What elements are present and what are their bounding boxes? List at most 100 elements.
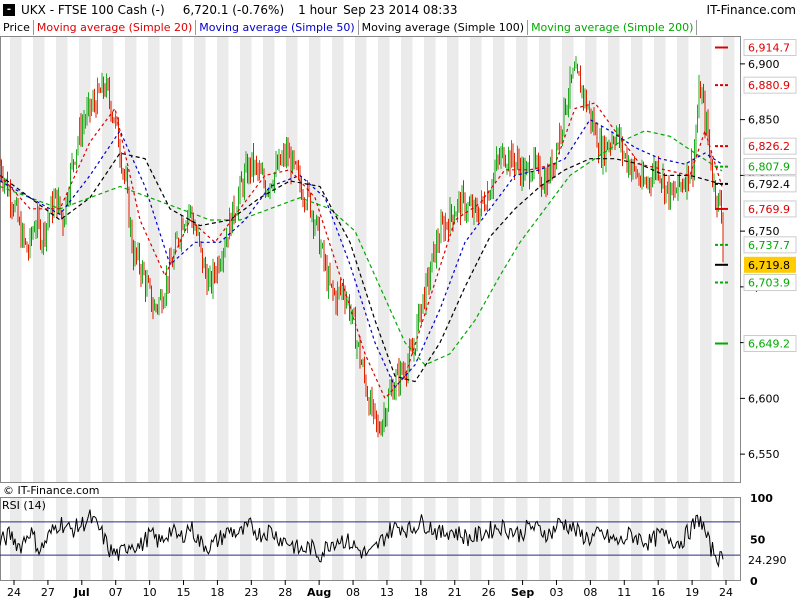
- rsi-session-band: [493, 497, 505, 580]
- session-band: [125, 36, 137, 482]
- y-tick-label: 6,850: [748, 114, 780, 127]
- marker-box: [743, 175, 797, 193]
- session-band: [148, 36, 160, 482]
- rsi-panel-frame: [0, 497, 741, 581]
- rsi-line: [0, 509, 724, 568]
- session-band: [286, 36, 298, 482]
- sma100-line: [0, 152, 723, 383]
- timestamp: Sep 23 2014 08:33: [343, 3, 458, 17]
- marker-box: [743, 274, 797, 292]
- rsi-session-band: [378, 497, 390, 580]
- marker-box: [743, 76, 797, 94]
- x-tick-label: 16: [651, 586, 665, 599]
- x-tick-label: 07: [109, 586, 123, 599]
- x-tick-label: 21: [448, 586, 462, 599]
- session-band: [516, 36, 528, 482]
- x-tick-label: 19: [685, 586, 699, 599]
- rsi-session-band: [539, 497, 551, 580]
- rsi-session-band: [355, 497, 367, 580]
- x-tick-label: 08: [583, 586, 597, 599]
- x-tick-label: Aug: [307, 586, 331, 599]
- session-band: [585, 36, 597, 482]
- x-tick-label: 10: [143, 586, 157, 599]
- rsi-tick-label: 0: [750, 575, 758, 588]
- session-band: [56, 36, 68, 482]
- rsi-tick-label: 50: [750, 534, 766, 547]
- marker-box: [743, 137, 797, 155]
- session-band: [79, 36, 91, 482]
- y-tick-label: 6,750: [748, 225, 780, 238]
- x-tick-label: 24: [719, 586, 733, 599]
- session-band: [424, 36, 436, 482]
- session-band: [194, 36, 206, 482]
- session-band: [562, 36, 574, 482]
- session-band: [378, 36, 390, 482]
- legend-price[interactable]: Price: [0, 20, 34, 35]
- rsi-session-band: [309, 497, 321, 580]
- rsi-session-band: [56, 497, 68, 580]
- rsi-session-band: [562, 497, 574, 580]
- legend-sma100[interactable]: Moving average (Simple 100): [359, 20, 529, 35]
- rsi-session-band: [263, 497, 275, 580]
- marker-label: 6,914.7: [748, 41, 790, 54]
- rsi-session-band: [585, 497, 597, 580]
- legend-sma50[interactable]: Moving average (Simple 50): [196, 20, 359, 35]
- rsi-label: RSI (14): [2, 499, 46, 512]
- collapse-icon[interactable]: -: [3, 4, 15, 16]
- marker-label: 6,737.7: [748, 239, 790, 252]
- session-band: [539, 36, 551, 482]
- rsi-session-band: [286, 497, 298, 580]
- marker-label: 6,649.2: [748, 338, 790, 351]
- x-tick-label: 27: [41, 586, 55, 599]
- interval: 1 hour: [298, 3, 338, 17]
- rsi-session-band: [470, 497, 482, 580]
- marker-box: [743, 200, 797, 218]
- rsi-tick-label: 100: [750, 492, 773, 505]
- x-tick-label: Sep: [511, 586, 534, 599]
- session-band: [677, 36, 689, 482]
- marker-label: 6,826.2: [748, 140, 790, 153]
- y-tick-label: 6,600: [748, 392, 780, 405]
- rsi-session-band: [401, 497, 413, 580]
- session-band: [217, 36, 229, 482]
- x-tick-label: 03: [549, 586, 563, 599]
- session-band: [723, 36, 735, 482]
- session-band: [102, 36, 114, 482]
- marker-box: [743, 38, 797, 56]
- rsi-session-band: [240, 497, 252, 580]
- rsi-session-band: [516, 497, 528, 580]
- x-tick-label: Jul: [73, 586, 90, 599]
- copyright: © IT-Finance.com: [3, 484, 100, 497]
- current-price-box: [744, 256, 796, 273]
- marker-label: 6,703.9: [748, 277, 790, 290]
- instrument-title: UKX - FTSE 100 Cash (-): [21, 3, 165, 17]
- marker-box: [743, 335, 797, 353]
- rsi-session-band: [33, 497, 45, 580]
- rsi-session-band: [424, 497, 436, 580]
- rsi-session-band: [654, 497, 666, 580]
- marker-label: 6,719.8: [748, 259, 790, 272]
- session-band: [493, 36, 505, 482]
- session-band: [447, 36, 459, 482]
- marker-label: 6,807.9: [748, 161, 790, 174]
- session-band: [10, 36, 22, 482]
- rsi-current-box: [744, 551, 796, 568]
- legend-sma20[interactable]: Moving average (Simple 20): [34, 20, 197, 35]
- rsi-current-label: 24.290: [748, 554, 787, 567]
- y-tick-label: 6,550: [748, 448, 780, 461]
- x-tick-label: 08: [346, 586, 360, 599]
- session-band: [608, 36, 620, 482]
- y-tick-label: 6,900: [748, 58, 780, 71]
- x-tick-label: 26: [482, 586, 496, 599]
- marker-box: [743, 236, 797, 254]
- rsi-session-band: [700, 497, 712, 580]
- sma20-line: [0, 102, 723, 400]
- marker-label: 6,792.4: [748, 178, 790, 191]
- legend-sma200[interactable]: Moving average (Simple 200): [528, 20, 698, 35]
- rsi-session-band: [194, 497, 206, 580]
- rsi-session-band: [79, 497, 91, 580]
- rsi-session-band: [723, 497, 735, 580]
- rsi-session-band: [332, 497, 344, 580]
- marker-label: 6,769.9: [748, 203, 790, 216]
